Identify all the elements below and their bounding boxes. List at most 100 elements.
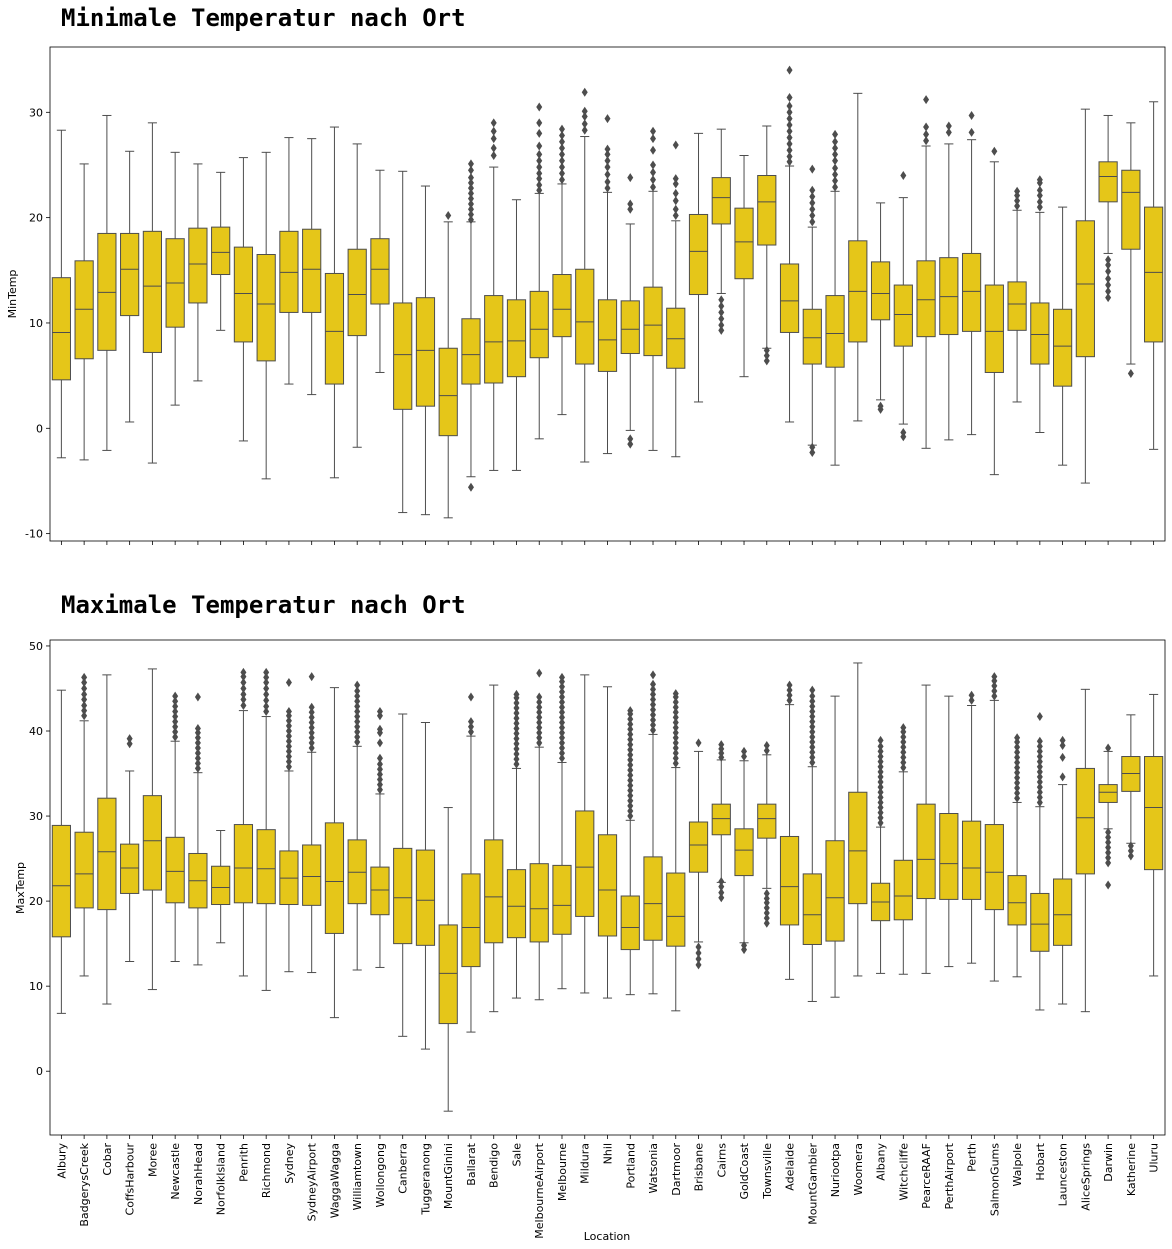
outlier-point xyxy=(513,703,520,713)
outlier-point xyxy=(1036,741,1043,751)
outlier-point xyxy=(900,737,907,747)
iqr-box xyxy=(120,232,140,317)
outlier-point xyxy=(809,752,816,762)
outlier-point xyxy=(1105,853,1112,863)
outlier-point xyxy=(991,691,998,701)
iqr-box xyxy=(211,226,231,276)
outlier-point xyxy=(1014,768,1021,778)
box-Williamtown xyxy=(347,143,367,545)
outlier-point xyxy=(627,770,634,780)
iqr-box xyxy=(302,228,322,313)
outlier-point xyxy=(240,678,247,688)
outlier-point xyxy=(536,702,543,712)
outlier-point xyxy=(627,719,634,729)
outlier-point xyxy=(900,742,907,752)
box-MountGinini: MountGinini xyxy=(438,807,458,1209)
outlier-point xyxy=(536,149,543,159)
x-axis-label: Location xyxy=(584,1230,631,1243)
iqr-box xyxy=(711,803,731,836)
outlier-point xyxy=(354,732,361,742)
outlier-point xyxy=(308,728,315,738)
outlier-point xyxy=(558,748,565,758)
outlier-point xyxy=(308,712,315,722)
box-Sydney: Sydney xyxy=(279,678,299,1184)
outlier-point xyxy=(695,948,702,958)
iqr-box xyxy=(961,252,982,332)
outlier-point xyxy=(1105,293,1112,303)
x-tick-label: Melbourne xyxy=(556,1143,569,1201)
x-tick-label: Penrith xyxy=(237,1143,250,1182)
outlier-point xyxy=(558,692,565,702)
outlier-point xyxy=(627,801,634,811)
box-Townsville xyxy=(757,125,777,545)
outlier-point xyxy=(1036,787,1043,797)
outlier-point xyxy=(650,679,657,689)
outlier-point xyxy=(809,727,816,737)
outlier-point xyxy=(672,707,679,717)
outlier-point xyxy=(650,145,657,155)
outlier-point xyxy=(718,314,725,324)
outlier-point xyxy=(627,204,634,214)
outlier-point xyxy=(968,110,975,120)
iqr-box xyxy=(1144,756,1164,871)
outlier-point xyxy=(650,695,657,705)
outlier-point xyxy=(536,692,543,702)
outlier-point xyxy=(900,747,907,757)
outlier-point xyxy=(194,738,201,748)
outlier-point xyxy=(832,182,839,192)
outlier-point xyxy=(900,171,907,181)
outlier-point xyxy=(627,806,634,816)
outlier-point xyxy=(513,713,520,723)
iqr-box xyxy=(233,824,254,904)
outlier-point xyxy=(1036,202,1043,212)
outlier-point xyxy=(536,180,543,190)
iqr-box xyxy=(688,213,709,296)
outlier-point xyxy=(1059,752,1066,762)
box-Hobart: Hobart xyxy=(1030,712,1050,1181)
box-Brisbane: Brisbane xyxy=(688,738,709,1191)
outlier-point xyxy=(194,743,201,753)
outlier-point xyxy=(718,740,725,750)
box-Melbourne: Melbourne xyxy=(552,672,572,1201)
outlier-point xyxy=(126,734,133,744)
outlier-point xyxy=(650,167,657,177)
outlier-point xyxy=(809,217,816,227)
iqr-box xyxy=(1075,767,1095,875)
outlier-point xyxy=(285,678,292,688)
outlier-point xyxy=(809,706,816,716)
outlier-point xyxy=(467,717,474,727)
box-AliceSprings: AliceSprings xyxy=(1075,688,1095,1211)
x-tick-label: NorahHead xyxy=(192,1143,205,1205)
x-tick-label: Canberra xyxy=(397,1143,410,1194)
box-Richmond xyxy=(256,151,276,545)
iqr-box xyxy=(1053,308,1073,387)
box-NorfolkIsland: NorfolkIsland xyxy=(211,830,231,1215)
plot-min-temp: -10 0 10 20 30 xyxy=(25,46,1166,545)
x-tick-label: Sydney xyxy=(283,1143,296,1184)
outlier-point xyxy=(490,126,497,136)
outlier-point xyxy=(650,715,657,725)
iqr-box xyxy=(643,856,663,941)
iqr-box xyxy=(643,286,663,357)
x-tick-label: Newcastle xyxy=(169,1143,182,1200)
outlier-point xyxy=(1127,851,1134,861)
iqr-box xyxy=(825,295,845,368)
box-Dartmoor xyxy=(666,140,686,545)
y-tick-label: 20 xyxy=(29,895,43,908)
outlier-point xyxy=(172,717,179,727)
outlier-point xyxy=(650,725,657,735)
outlier-point xyxy=(376,759,383,769)
outlier-point xyxy=(763,746,770,756)
box-BadgerysCreek xyxy=(74,163,94,545)
x-tick-label: Tuggeranong xyxy=(419,1143,432,1216)
x-tick-label: Darwin xyxy=(1102,1143,1115,1182)
box-Hobart xyxy=(1030,175,1050,545)
outlier-point xyxy=(194,748,201,758)
outlier-point xyxy=(467,178,474,188)
outlier-point xyxy=(786,126,793,136)
box-Mildura: Mildura xyxy=(575,674,595,1184)
x-tick-label: Woomera xyxy=(852,1143,865,1195)
iqr-box xyxy=(757,803,777,839)
outlier-point xyxy=(832,149,839,159)
outlier-point xyxy=(763,345,770,355)
